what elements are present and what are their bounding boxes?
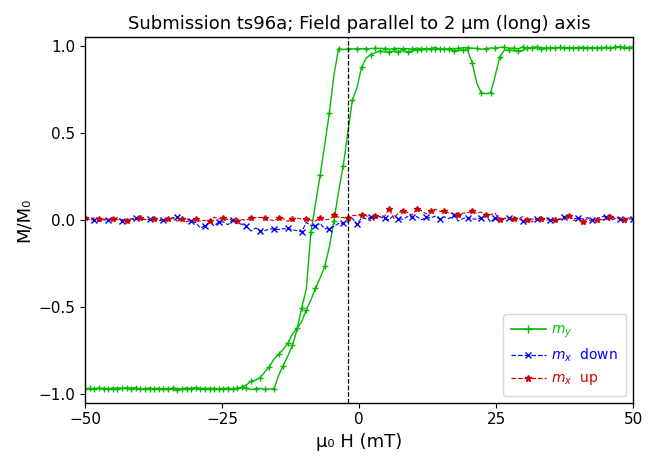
Legend: $m_y$, $m_x$  down, $m_x$  up: $m_y$, $m_x$ down, $m_x$ up [503,315,626,396]
X-axis label: μ₀ H (mT): μ₀ H (mT) [316,433,403,451]
Title: Submission ts96a; Field parallel to 2 μm (long) axis: Submission ts96a; Field parallel to 2 μm… [128,15,591,33]
Y-axis label: M/M₀: M/M₀ [15,198,33,242]
